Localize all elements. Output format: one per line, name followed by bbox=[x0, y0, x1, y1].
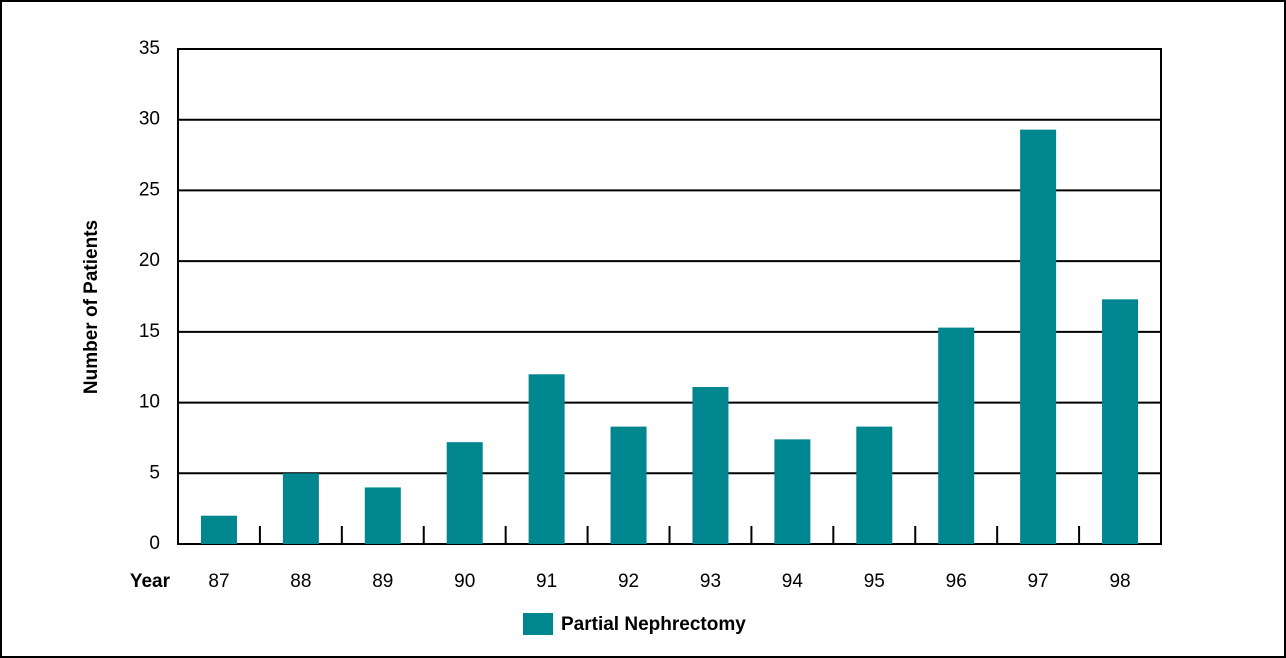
y-tick-label: 0 bbox=[149, 533, 160, 554]
x-tick-label: 98 bbox=[1109, 571, 1130, 592]
bar bbox=[856, 426, 893, 544]
bar bbox=[1102, 299, 1139, 544]
x-axis-label: Year bbox=[130, 571, 171, 592]
bar bbox=[610, 426, 647, 544]
bar bbox=[446, 442, 483, 544]
bar bbox=[364, 487, 401, 544]
bar bbox=[774, 439, 811, 544]
x-tick-label: 90 bbox=[454, 571, 475, 592]
y-axis-label: Number of Patients bbox=[81, 220, 102, 394]
legend-label: Partial Nephrectomy bbox=[561, 614, 746, 635]
legend-swatch bbox=[523, 613, 553, 635]
y-tick-label: 30 bbox=[139, 109, 160, 130]
y-tick-label: 10 bbox=[139, 392, 160, 413]
bar bbox=[282, 473, 319, 544]
x-tick-label: 91 bbox=[536, 571, 557, 592]
x-tick-label: 89 bbox=[372, 571, 393, 592]
x-tick-label: 87 bbox=[208, 571, 229, 592]
plot-border bbox=[177, 48, 1162, 545]
bar bbox=[938, 327, 975, 544]
bar bbox=[528, 374, 565, 544]
x-tick-label: 92 bbox=[618, 571, 639, 592]
bar bbox=[692, 387, 729, 544]
x-tick-label: 93 bbox=[700, 571, 721, 592]
y-tick-label: 15 bbox=[139, 321, 160, 342]
x-tick-label: 97 bbox=[1028, 571, 1049, 592]
y-tick-label: 20 bbox=[139, 250, 160, 271]
x-tick-label: 95 bbox=[864, 571, 885, 592]
x-tick-label: 88 bbox=[290, 571, 311, 592]
x-tick-label: 96 bbox=[946, 571, 967, 592]
y-tick-label: 35 bbox=[139, 38, 160, 59]
x-tick-label: 94 bbox=[782, 571, 804, 592]
y-tick-label: 5 bbox=[149, 462, 160, 483]
y-tick-label: 25 bbox=[139, 179, 160, 200]
bar bbox=[200, 515, 237, 544]
bar bbox=[1020, 129, 1057, 544]
